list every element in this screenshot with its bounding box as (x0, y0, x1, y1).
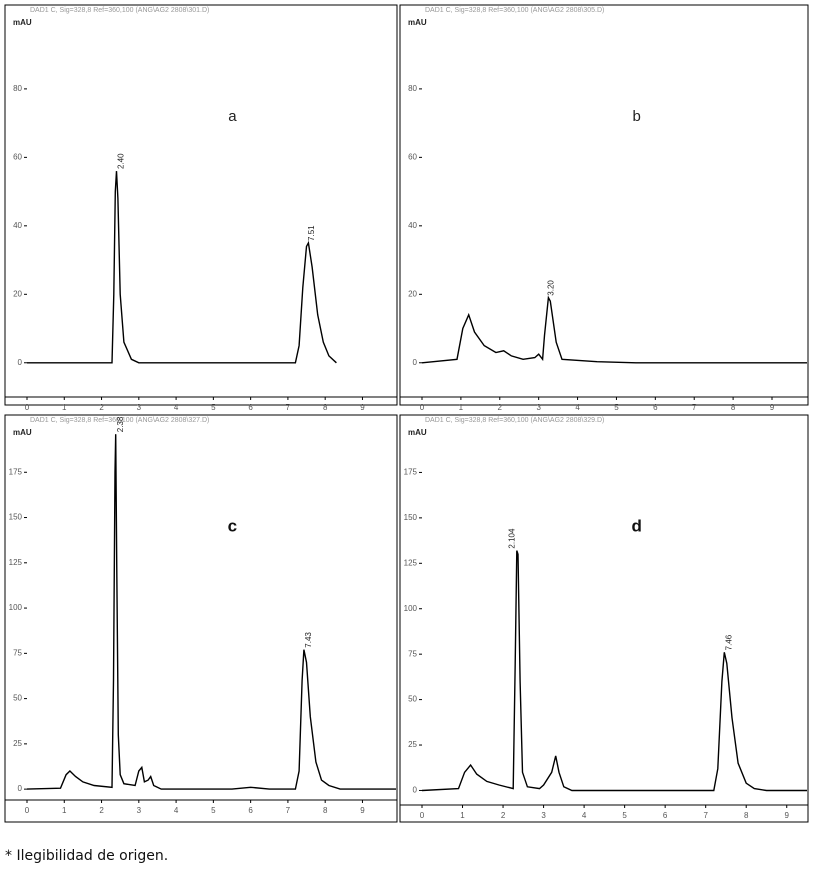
panel-frame (4, 4, 398, 406)
panel-subtitle: DAD1 C, Sig=328,8 Ref=360,100 (ANG\AG2 2… (30, 417, 209, 424)
panel-frame (4, 414, 398, 823)
y-tick-label: 175 (9, 467, 23, 476)
panel-frame (399, 414, 809, 823)
panel-label: c (228, 516, 237, 535)
panel-label: b (632, 108, 640, 125)
x-tick-label: 8 (744, 811, 749, 820)
y-tick-label: 0 (413, 358, 418, 367)
panel-subtitle: DAD1 C, Sig=328,8 Ref=360,100 (ANG\AG2 2… (425, 7, 604, 14)
y-tick-label: 25 (13, 739, 22, 748)
x-tick-label: 8 (323, 403, 328, 412)
y-tick-label: 150 (404, 513, 418, 522)
x-tick-label: 1 (62, 403, 67, 412)
y-tick-label: 75 (13, 648, 22, 657)
peak-label: 3.20 (547, 280, 556, 296)
x-tick-label: 1 (460, 811, 465, 820)
trace (27, 171, 337, 364)
y-tick-label: 60 (13, 152, 22, 161)
x-tick-label: 3 (137, 403, 142, 412)
x-tick-label: 0 (25, 403, 30, 412)
x-tick-label: 8 (731, 403, 736, 412)
x-tick-label: 6 (653, 403, 658, 412)
y-tick-label: 125 (404, 558, 418, 567)
x-tick-label: 7 (286, 806, 291, 815)
x-tick-label: 3 (541, 811, 546, 820)
x-tick-label: 2 (501, 811, 506, 820)
y-tick-label: 175 (404, 468, 418, 477)
x-tick-label: 7 (286, 403, 291, 412)
panel-subtitle: DAD1 C, Sig=328,8 Ref=360,100 (ANG\AG2 2… (425, 417, 604, 424)
y-tick-label: 100 (404, 604, 418, 613)
trace (421, 295, 807, 364)
y-tick-label: 0 (18, 784, 23, 793)
y-tick-label: 25 (408, 740, 417, 749)
x-tick-label: 7 (692, 403, 697, 412)
y-axis-label: mAU (13, 428, 32, 437)
x-tick-label: 5 (614, 403, 619, 412)
peak-label: 7.46 (724, 634, 733, 650)
x-tick-label: 9 (770, 403, 775, 412)
x-tick-label: 2 (99, 806, 104, 815)
x-tick-label: 5 (211, 403, 216, 412)
panel-label: a (228, 108, 237, 125)
x-tick-label: 6 (248, 403, 253, 412)
x-tick-label: 3 (536, 403, 541, 412)
x-tick-label: 9 (360, 403, 365, 412)
x-tick-label: 4 (575, 403, 580, 412)
x-tick-label: 5 (622, 811, 627, 820)
y-tick-label: 50 (13, 694, 22, 703)
x-tick-label: 1 (459, 403, 464, 412)
y-tick-label: 60 (408, 152, 417, 161)
x-tick-label: 9 (360, 806, 365, 815)
x-tick-label: 0 (420, 811, 425, 820)
y-axis-label: mAU (408, 18, 427, 27)
figure: DAD1 C, Sig=328,8 Ref=360,100 (ANG\AG2 2… (4, 4, 809, 823)
peak-label: 2.40 (117, 153, 126, 169)
x-tick-label: 0 (25, 806, 30, 815)
x-tick-label: 4 (582, 811, 587, 820)
x-tick-label: 4 (174, 806, 179, 815)
y-tick-label: 20 (13, 289, 22, 298)
y-axis-label: mAU (408, 428, 427, 437)
y-tick-label: 0 (18, 358, 23, 367)
y-tick-label: 150 (9, 513, 23, 522)
y-tick-label: 80 (13, 84, 22, 93)
footnote: * Ilegibilidad de origen. (5, 848, 169, 864)
x-tick-label: 5 (211, 806, 216, 815)
y-tick-label: 100 (9, 603, 23, 612)
x-tick-label: 0 (420, 403, 425, 412)
trace (421, 550, 807, 792)
peak-label: 7.51 (307, 225, 316, 241)
x-tick-label: 4 (174, 403, 179, 412)
x-tick-label: 7 (703, 811, 708, 820)
x-tick-label: 3 (137, 806, 142, 815)
y-axis-label: mAU (13, 18, 32, 27)
y-tick-label: 20 (408, 289, 417, 298)
x-tick-label: 6 (663, 811, 668, 820)
peak-label: 2.38 (116, 416, 125, 432)
peak-label: 2.104 (507, 528, 516, 549)
y-tick-label: 0 (413, 786, 418, 795)
y-tick-label: 80 (408, 84, 417, 93)
x-tick-label: 8 (323, 806, 328, 815)
x-tick-label: 9 (785, 811, 790, 820)
x-tick-label: 6 (248, 806, 253, 815)
panel-frame (399, 4, 809, 406)
y-tick-label: 125 (9, 558, 23, 567)
x-tick-label: 2 (99, 403, 104, 412)
panel-subtitle: DAD1 C, Sig=328,8 Ref=360,100 (ANG\AG2 2… (30, 7, 209, 14)
x-tick-label: 2 (498, 403, 503, 412)
x-tick-label: 1 (62, 806, 67, 815)
y-tick-label: 50 (408, 695, 417, 704)
y-tick-label: 40 (13, 221, 22, 230)
peak-label: 7.43 (304, 632, 313, 648)
panel-label: d (631, 516, 641, 535)
trace (26, 434, 396, 790)
y-tick-label: 75 (408, 649, 417, 658)
y-tick-label: 40 (408, 221, 417, 230)
